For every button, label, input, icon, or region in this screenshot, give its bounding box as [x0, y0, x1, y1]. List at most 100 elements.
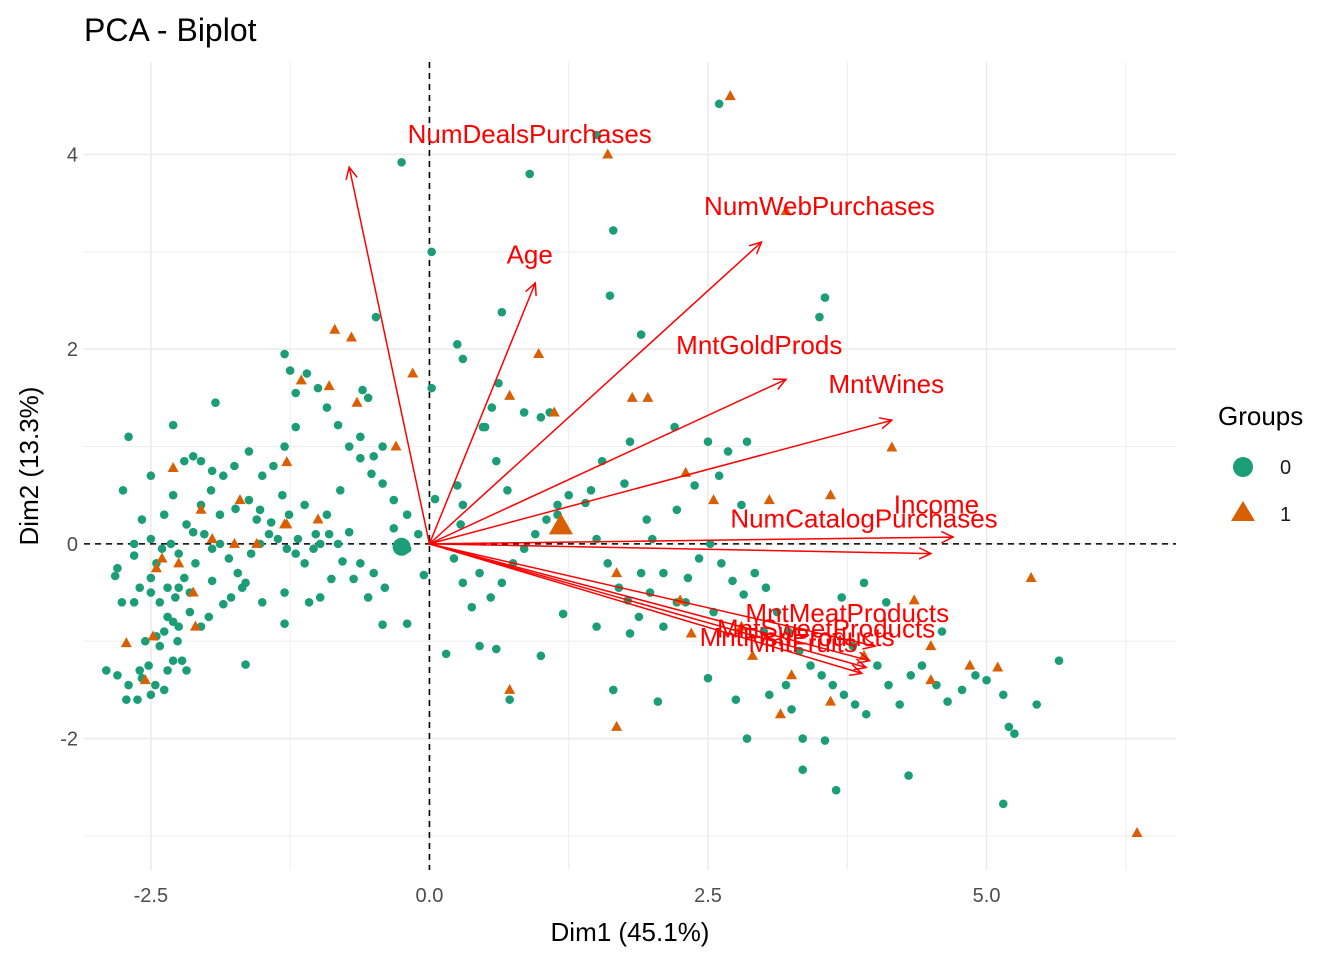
- data-point-group-0: [163, 666, 172, 675]
- data-point-group-0: [231, 504, 240, 514]
- data-point-group-0: [558, 609, 568, 619]
- legend-label-0: 0: [1280, 457, 1291, 479]
- data-point-group-0: [737, 500, 746, 510]
- data-point-group-0: [140, 636, 150, 646]
- data-point-group-0: [837, 593, 847, 602]
- data-point-group-1: [323, 380, 335, 391]
- variable-arrow-head: [918, 547, 933, 560]
- data-point-group-0: [241, 660, 250, 669]
- data-point-group-0: [831, 785, 841, 795]
- data-point-group-0: [315, 593, 325, 602]
- data-point-group-0: [419, 570, 429, 580]
- data-point-group-0: [714, 99, 724, 109]
- data-point-group-0: [191, 559, 200, 568]
- variable-arrow: [429, 543, 870, 662]
- data-point-group-0: [266, 518, 276, 527]
- data-point-group-0: [215, 539, 225, 549]
- data-point-group-0: [817, 671, 826, 680]
- data-point-group-1: [187, 586, 199, 597]
- data-point-group-0: [378, 620, 387, 629]
- data-point-group-1: [504, 683, 516, 694]
- data-point-group-1: [167, 461, 179, 472]
- data-point-group-0: [625, 437, 635, 446]
- data-point-group-1: [195, 503, 207, 514]
- data-point-group-0: [603, 559, 613, 568]
- axis-ticks: -2.5 0.0 2.5 5.0 -2 0 2 4: [60, 144, 1000, 907]
- data-point-group-0: [402, 510, 412, 519]
- data-point-group-0: [861, 709, 871, 719]
- data-point-group-0: [828, 680, 838, 690]
- data-point-group-0: [356, 559, 365, 568]
- data-point-group-0: [135, 583, 145, 592]
- variable-label: MntSweetProducts: [717, 613, 935, 643]
- data-point-group-0: [257, 471, 267, 481]
- data-point-group-0: [608, 226, 618, 235]
- variable-arrow: [429, 543, 931, 555]
- data-point-group-1: [234, 494, 246, 505]
- data-point-group-0: [475, 568, 484, 578]
- data-point-group-0: [159, 510, 169, 519]
- data-point-group-0: [480, 422, 490, 432]
- data-point-group-1: [825, 489, 837, 500]
- data-point-group-0: [519, 408, 529, 417]
- data-point-group-0: [378, 479, 387, 488]
- data-point-group-0: [322, 510, 332, 519]
- data-point-group-1: [147, 630, 159, 641]
- variable-label: MntWines: [828, 369, 944, 399]
- data-point-group-0: [135, 666, 145, 675]
- legend: Groups 0 1: [1218, 401, 1303, 526]
- centroid-group-0: [392, 537, 411, 556]
- data-point-group-0: [129, 551, 139, 560]
- data-point-group-0: [458, 578, 468, 588]
- data-point-group-0: [226, 593, 236, 602]
- data-point-group-0: [787, 705, 796, 714]
- data-point-group-0: [252, 515, 262, 524]
- legend-label-1: 1: [1280, 504, 1291, 526]
- data-point-group-0: [185, 607, 195, 617]
- data-point-group-0: [349, 574, 358, 584]
- data-point-group-0: [402, 619, 412, 629]
- data-point-group-0: [133, 695, 142, 704]
- variable-arrow: [429, 543, 876, 647]
- data-point-group-0: [300, 500, 309, 510]
- variable-label: NumCatalogPurchases: [730, 503, 997, 533]
- variable-arrow: [429, 543, 867, 669]
- data-point-group-0: [166, 539, 176, 549]
- data-point-group-0: [505, 695, 514, 704]
- data-point-group-0: [155, 641, 165, 651]
- data-point-group-0: [327, 574, 336, 584]
- data-point-group-0: [806, 661, 815, 670]
- data-point-group-0: [179, 456, 189, 466]
- data-point-group-1: [964, 659, 976, 670]
- x-tick-label: -2.5: [134, 885, 168, 907]
- data-point-group-0: [739, 590, 748, 599]
- y-tick-label: -2: [60, 729, 78, 751]
- data-point-group-0: [848, 641, 858, 651]
- data-point-group-1: [774, 708, 786, 719]
- data-point-group-0: [363, 593, 373, 602]
- data-point-group-0: [269, 461, 278, 471]
- data-point-group-0: [781, 680, 791, 690]
- data-point-group-0: [188, 527, 198, 537]
- data-point-group-1: [228, 537, 240, 548]
- data-point-group-0: [163, 612, 172, 622]
- data-point-group-0: [244, 495, 254, 505]
- data-point-group-0: [282, 544, 292, 554]
- data-point-group-1: [156, 552, 168, 563]
- data-point-group-1: [351, 396, 363, 407]
- data-point-group-0: [291, 549, 301, 558]
- data-point-group-0: [311, 529, 321, 539]
- data-point-group-0: [137, 515, 147, 524]
- variable-arrow-head: [878, 417, 894, 430]
- data-point-group-0: [1010, 729, 1019, 739]
- data-point-group-0: [389, 524, 399, 533]
- data-point-group-0: [146, 573, 156, 583]
- data-point-group-0: [110, 571, 120, 581]
- data-point-group-1: [925, 674, 937, 685]
- data-point-group-0: [204, 612, 214, 622]
- data-point-group-1: [312, 513, 324, 524]
- data-point-group-0: [703, 673, 713, 683]
- data-point-group-0: [146, 534, 156, 544]
- data-point-group-1: [390, 440, 402, 451]
- legend-title: Groups: [1218, 401, 1303, 431]
